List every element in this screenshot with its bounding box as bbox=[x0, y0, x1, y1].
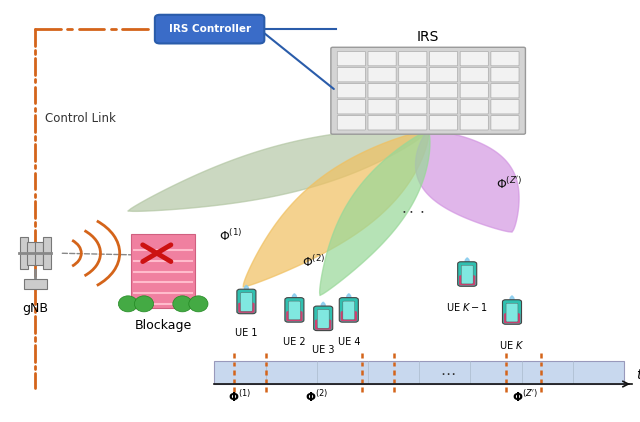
FancyBboxPatch shape bbox=[399, 116, 427, 130]
Ellipse shape bbox=[189, 296, 208, 312]
Bar bbox=[35, 241, 44, 265]
Text: $\cdots$: $\cdots$ bbox=[440, 365, 456, 380]
Text: Control Link: Control Link bbox=[45, 112, 116, 124]
FancyBboxPatch shape bbox=[491, 116, 519, 130]
FancyBboxPatch shape bbox=[331, 47, 525, 134]
FancyBboxPatch shape bbox=[429, 51, 458, 66]
FancyBboxPatch shape bbox=[314, 306, 333, 330]
FancyBboxPatch shape bbox=[368, 116, 396, 130]
FancyBboxPatch shape bbox=[502, 300, 522, 324]
Ellipse shape bbox=[173, 296, 192, 312]
Text: $\Phi^{(Z^{\prime})}$: $\Phi^{(Z^{\prime})}$ bbox=[495, 176, 522, 192]
Text: $\Phi^{(2)}$: $\Phi^{(2)}$ bbox=[302, 254, 325, 270]
FancyBboxPatch shape bbox=[491, 68, 519, 82]
Bar bbox=[28, 241, 36, 265]
FancyBboxPatch shape bbox=[337, 116, 365, 130]
FancyBboxPatch shape bbox=[315, 319, 332, 330]
Text: $\mathbf{\Phi}^{(Z')}$: $\mathbf{\Phi}^{(Z')}$ bbox=[512, 389, 538, 406]
FancyBboxPatch shape bbox=[238, 303, 255, 313]
FancyBboxPatch shape bbox=[460, 84, 488, 98]
FancyBboxPatch shape bbox=[368, 84, 396, 98]
FancyBboxPatch shape bbox=[506, 303, 518, 322]
FancyBboxPatch shape bbox=[237, 289, 256, 314]
Text: UE 2: UE 2 bbox=[283, 337, 306, 347]
FancyBboxPatch shape bbox=[504, 313, 520, 323]
Polygon shape bbox=[244, 285, 248, 291]
FancyBboxPatch shape bbox=[241, 293, 252, 311]
FancyBboxPatch shape bbox=[289, 301, 300, 320]
FancyBboxPatch shape bbox=[340, 311, 357, 321]
Ellipse shape bbox=[134, 296, 154, 312]
Text: $\Phi^{(1)}$: $\Phi^{(1)}$ bbox=[219, 228, 242, 244]
FancyBboxPatch shape bbox=[368, 51, 396, 66]
Bar bbox=[214, 361, 624, 384]
Text: $\cdot\cdot\cdot$: $\cdot\cdot\cdot$ bbox=[401, 203, 425, 219]
FancyBboxPatch shape bbox=[343, 301, 355, 320]
Text: Blockage: Blockage bbox=[134, 319, 192, 332]
FancyBboxPatch shape bbox=[460, 116, 488, 130]
FancyBboxPatch shape bbox=[155, 15, 264, 43]
FancyBboxPatch shape bbox=[429, 100, 458, 114]
FancyBboxPatch shape bbox=[399, 100, 427, 114]
Text: UE $K$: UE $K$ bbox=[499, 339, 525, 351]
FancyBboxPatch shape bbox=[461, 265, 473, 284]
FancyBboxPatch shape bbox=[460, 68, 488, 82]
Ellipse shape bbox=[118, 296, 138, 312]
FancyBboxPatch shape bbox=[491, 51, 519, 66]
FancyBboxPatch shape bbox=[399, 51, 427, 66]
Polygon shape bbox=[415, 131, 519, 232]
Text: $\mathbf{\Phi}^{(1)}$: $\mathbf{\Phi}^{(1)}$ bbox=[228, 389, 252, 405]
Polygon shape bbox=[292, 294, 296, 300]
FancyBboxPatch shape bbox=[460, 100, 488, 114]
Text: UE 3: UE 3 bbox=[312, 345, 335, 355]
FancyBboxPatch shape bbox=[368, 100, 396, 114]
FancyBboxPatch shape bbox=[337, 84, 365, 98]
FancyBboxPatch shape bbox=[399, 68, 427, 82]
FancyBboxPatch shape bbox=[399, 84, 427, 98]
Polygon shape bbox=[347, 294, 351, 300]
FancyBboxPatch shape bbox=[429, 84, 458, 98]
FancyBboxPatch shape bbox=[491, 84, 519, 98]
Bar bbox=[20, 237, 28, 269]
Bar bbox=[24, 279, 47, 289]
FancyBboxPatch shape bbox=[337, 100, 365, 114]
Text: $\mathbf{\Phi}^{(2)}$: $\mathbf{\Phi}^{(2)}$ bbox=[305, 389, 328, 405]
FancyBboxPatch shape bbox=[337, 51, 365, 66]
FancyBboxPatch shape bbox=[429, 116, 458, 130]
FancyBboxPatch shape bbox=[458, 262, 477, 286]
FancyBboxPatch shape bbox=[337, 68, 365, 82]
FancyBboxPatch shape bbox=[339, 298, 358, 322]
Bar bbox=[131, 234, 195, 308]
Text: gNB: gNB bbox=[22, 302, 48, 315]
FancyBboxPatch shape bbox=[459, 275, 476, 285]
FancyBboxPatch shape bbox=[285, 298, 304, 322]
Text: UE 1: UE 1 bbox=[235, 328, 258, 338]
Bar bbox=[42, 237, 51, 269]
FancyBboxPatch shape bbox=[491, 100, 519, 114]
FancyBboxPatch shape bbox=[317, 310, 329, 328]
Polygon shape bbox=[510, 296, 514, 302]
Polygon shape bbox=[465, 258, 469, 264]
Polygon shape bbox=[321, 302, 325, 308]
FancyBboxPatch shape bbox=[286, 311, 303, 321]
Polygon shape bbox=[128, 129, 428, 211]
Text: IRS: IRS bbox=[417, 30, 439, 44]
Text: $t$: $t$ bbox=[636, 368, 640, 382]
Polygon shape bbox=[319, 131, 430, 295]
Text: UE $K-1$: UE $K-1$ bbox=[446, 301, 488, 313]
Text: UE 4: UE 4 bbox=[337, 337, 360, 347]
Polygon shape bbox=[243, 131, 429, 287]
FancyBboxPatch shape bbox=[368, 68, 396, 82]
Text: IRS Controller: IRS Controller bbox=[168, 24, 251, 34]
FancyBboxPatch shape bbox=[429, 68, 458, 82]
FancyBboxPatch shape bbox=[460, 51, 488, 66]
